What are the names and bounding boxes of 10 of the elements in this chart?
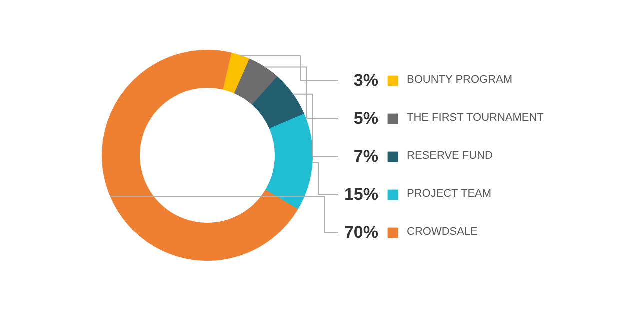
data-label: 3% [354, 71, 379, 90]
legend-label: RESERVE FUND [407, 150, 493, 162]
data-label: 5% [354, 109, 379, 128]
data-label: 70% [344, 223, 379, 242]
legend-label: CROWDSALE [407, 226, 478, 238]
legend-label: PROJECT TEAM [407, 188, 492, 200]
legend-label: BOUNTY PROGRAM [407, 74, 513, 86]
data-label: 7% [354, 147, 379, 166]
legend-label: THE FIRST TOURNAMENT [407, 112, 544, 124]
data-label: 15% [344, 185, 379, 204]
